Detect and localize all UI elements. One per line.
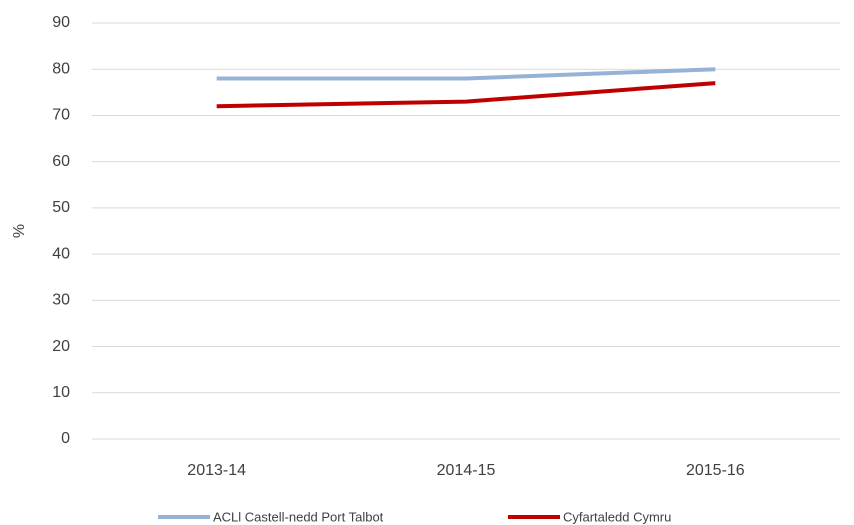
- x-tick-label: 2013-14: [187, 462, 246, 479]
- legend-label: ACLl Castell-nedd Port Talbot: [213, 509, 384, 524]
- y-tick-label: 0: [61, 430, 70, 447]
- y-tick-label: 90: [52, 14, 70, 31]
- y-tick-label: 30: [52, 292, 70, 309]
- y-tick-label: 20: [52, 338, 70, 355]
- x-tick-label: 2015-16: [686, 462, 745, 479]
- line-series: [216, 67, 716, 81]
- y-tick-label: 10: [52, 384, 70, 401]
- y-tick-label: 50: [52, 199, 70, 216]
- y-tick-label: 70: [52, 107, 70, 124]
- x-tick-label: 2014-15: [437, 462, 496, 479]
- y-tick-label: 80: [52, 60, 70, 77]
- line-series: [216, 81, 716, 109]
- y-axis-label: %: [11, 224, 28, 238]
- y-tick-label: 60: [52, 153, 70, 170]
- legend-label: Cyfartaledd Cymru: [563, 509, 671, 524]
- y-tick-label: 40: [52, 245, 70, 262]
